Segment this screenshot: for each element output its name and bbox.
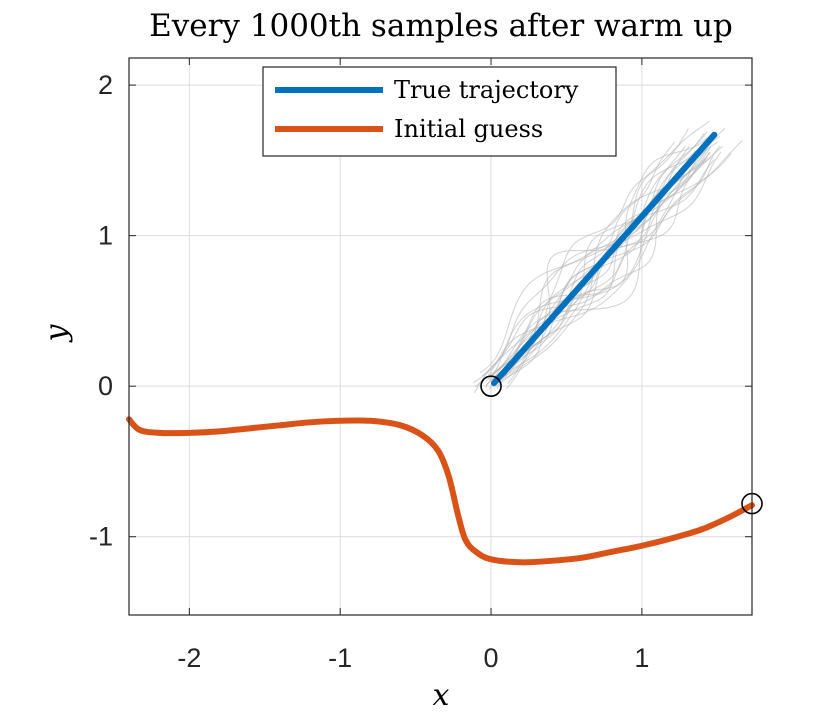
sample-trajectory bbox=[479, 141, 705, 374]
initial-guess-line bbox=[126, 416, 755, 566]
sample-trajectory bbox=[484, 128, 726, 388]
x-tick-label: 1 bbox=[634, 643, 649, 673]
y-tick-label: -1 bbox=[89, 522, 113, 552]
sample-trajectory bbox=[472, 151, 722, 384]
start-marker bbox=[480, 375, 502, 397]
sample-trajectory bbox=[485, 137, 708, 386]
y-tick-label: 0 bbox=[98, 371, 113, 401]
x-tick-label: -1 bbox=[328, 643, 352, 673]
x-tick-label: 0 bbox=[484, 643, 499, 673]
legend: True trajectory Initial guess bbox=[262, 66, 617, 157]
axes-box bbox=[128, 57, 753, 616]
x-axis-label: x bbox=[433, 678, 450, 713]
legend-label-true-trajectory: True trajectory bbox=[394, 76, 579, 104]
ticks: -2 -1 0 1 -1 0 1 2 bbox=[89, 58, 752, 673]
chart-title: Every 1000th samples after warm up bbox=[149, 8, 733, 44]
x-tick-label: -2 bbox=[177, 643, 201, 673]
true-trajectory-line bbox=[491, 131, 718, 387]
sample-trajectory bbox=[488, 150, 697, 380]
legend-box bbox=[262, 66, 617, 157]
sample-trajectory bbox=[505, 151, 710, 377]
y-tick-label: 1 bbox=[98, 221, 113, 251]
y-axis-label: y bbox=[39, 323, 74, 343]
sample-trajectory bbox=[508, 141, 676, 374]
legend-label-initial-guess: Initial guess bbox=[394, 115, 543, 143]
series-lines bbox=[126, 131, 755, 566]
y-tick-label: 2 bbox=[98, 70, 113, 100]
